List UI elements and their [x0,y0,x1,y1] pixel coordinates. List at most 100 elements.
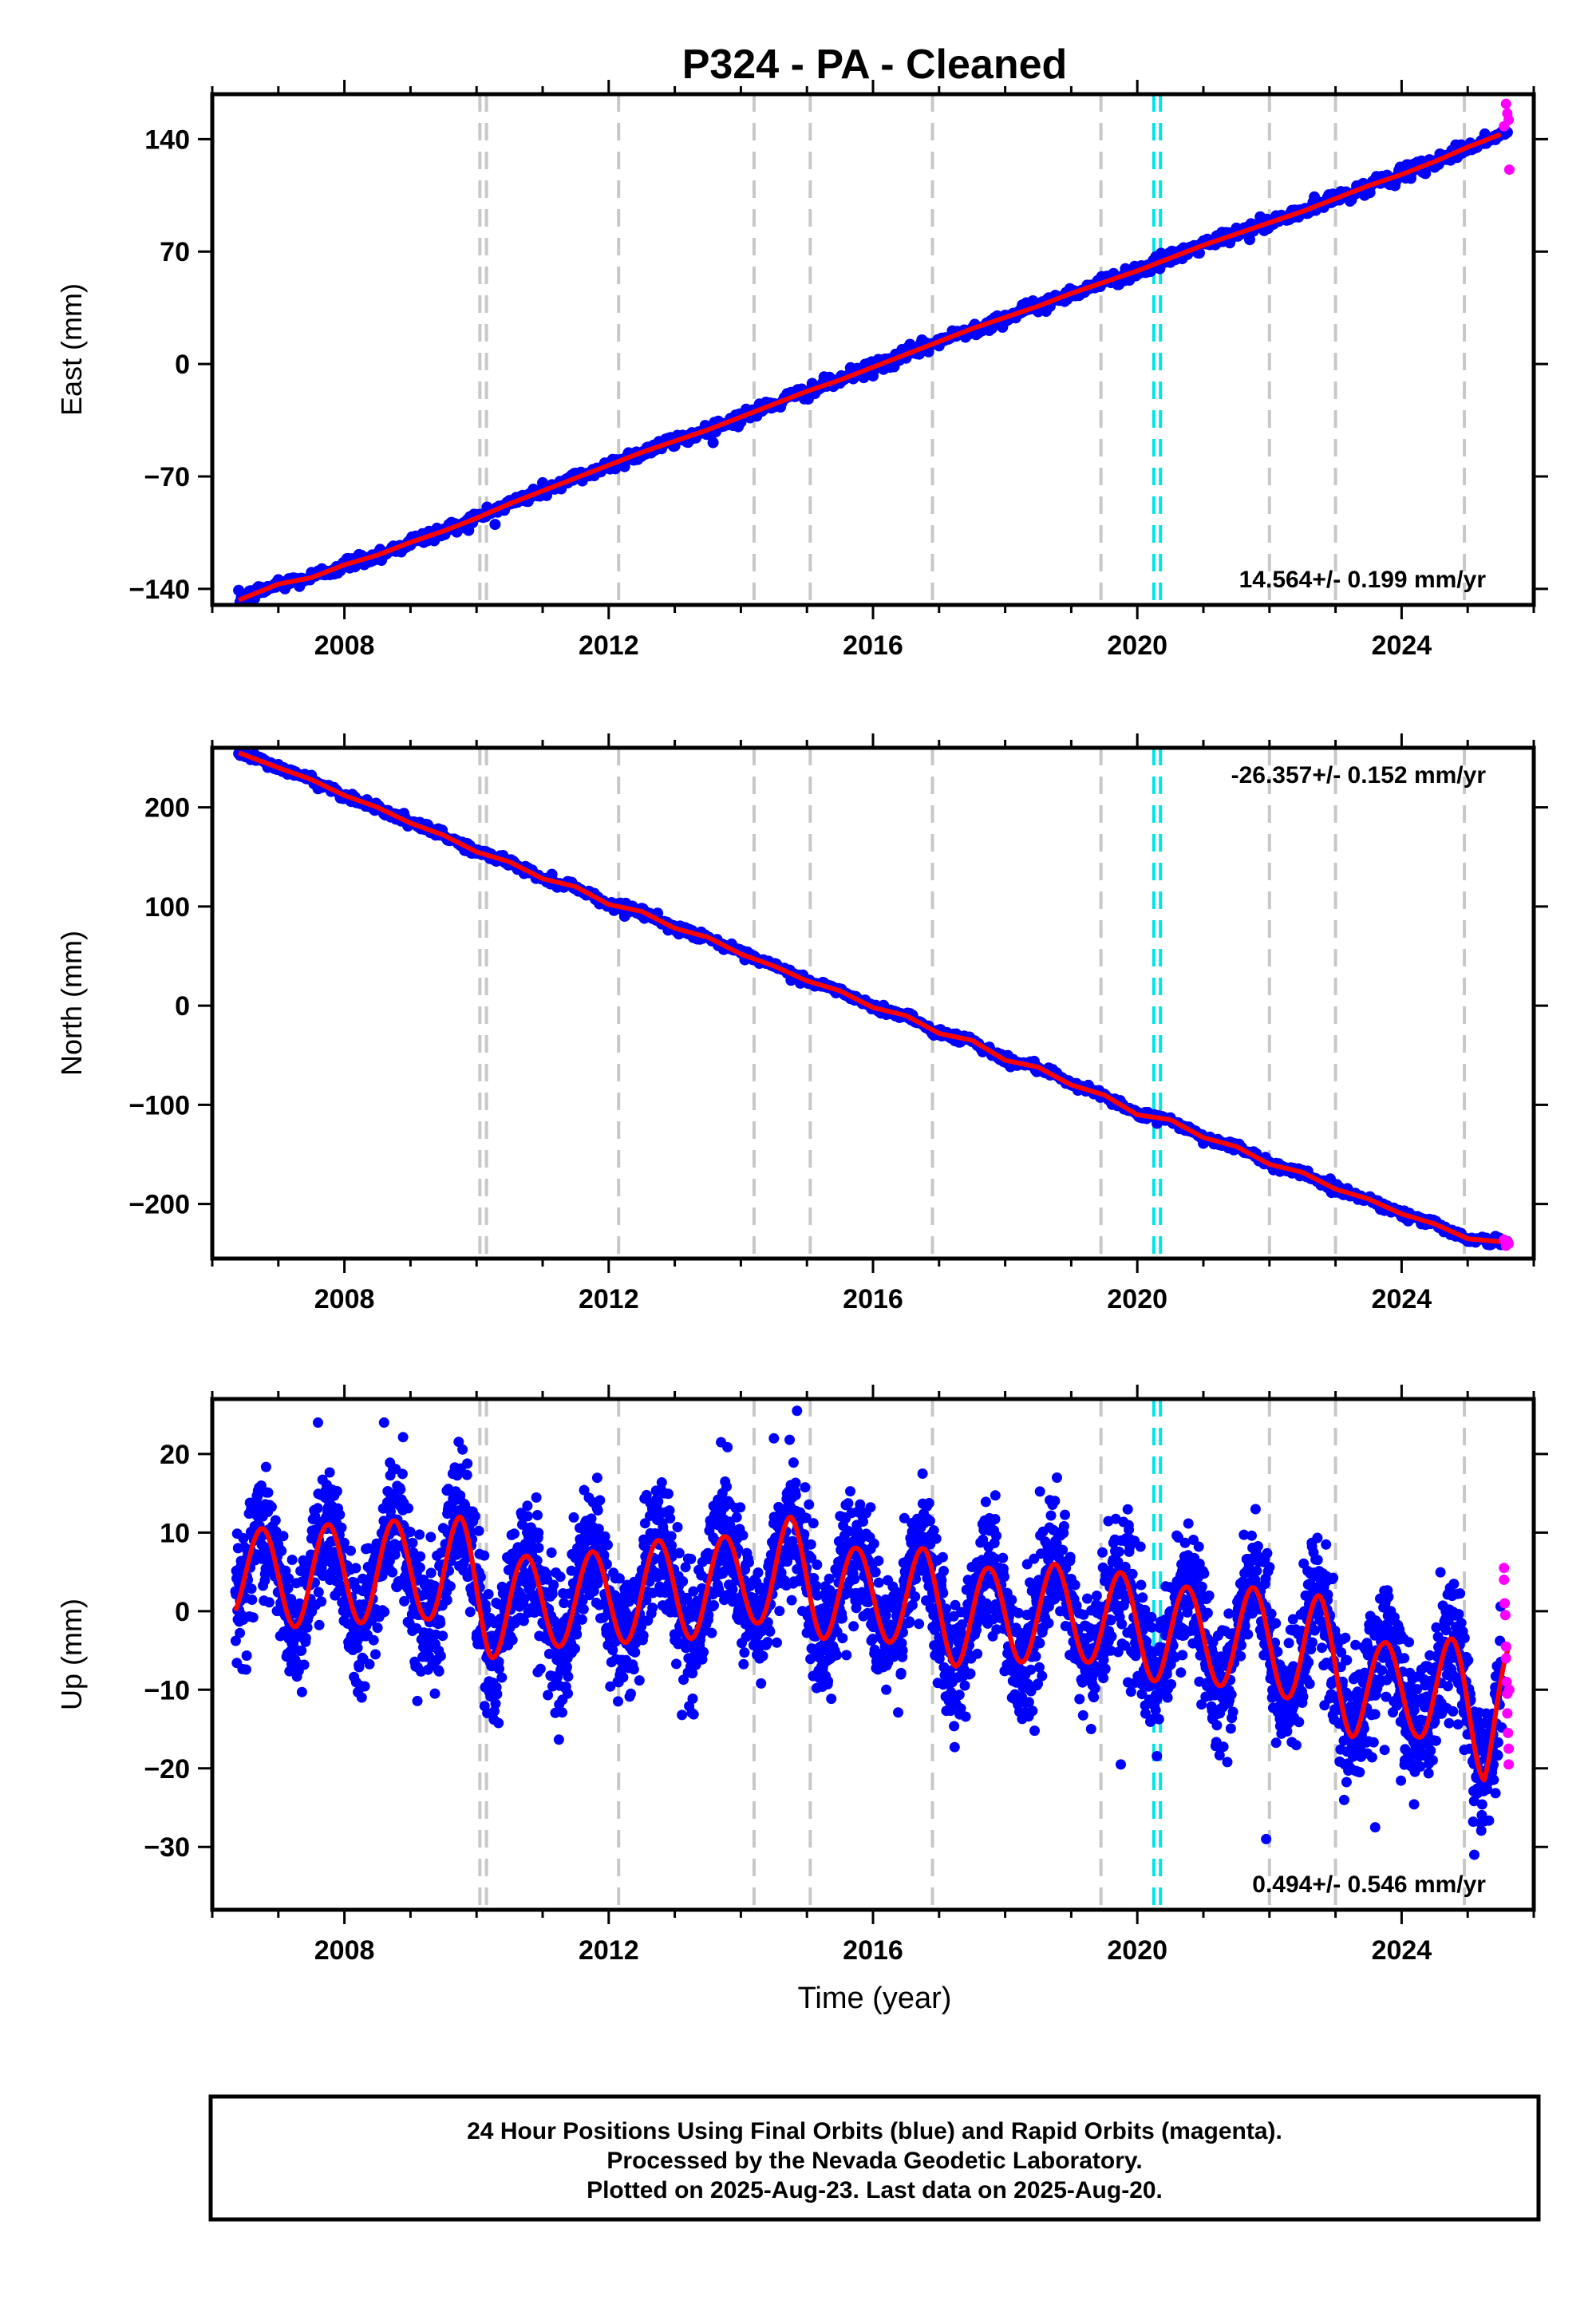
final-point [312,1503,323,1514]
final-point [1043,1618,1054,1629]
final-point [837,1633,848,1644]
final-point [437,1630,448,1642]
final-point [1077,1709,1088,1721]
final-point [364,1658,375,1670]
final-point [553,1734,564,1745]
x-tick-label: 2008 [314,630,375,661]
final-point [1037,1670,1048,1682]
final-point [1027,1705,1038,1717]
final-point [266,1501,277,1512]
y-tick-label: −70 [144,462,190,492]
final-point [282,1583,294,1594]
final-point [455,1490,466,1501]
final-point [1030,1651,1041,1662]
final-point [469,1511,480,1522]
y-tick-label: −140 [128,575,190,605]
final-point [230,1635,241,1646]
final-point [709,1600,719,1611]
final-point [444,1581,456,1592]
final-point [954,1690,965,1701]
final-point [286,1555,298,1565]
final-point [296,1645,307,1656]
final-point [1049,1496,1061,1507]
final-point [735,1502,746,1513]
final-point [533,1528,544,1539]
final-point [917,1468,928,1479]
final-point [435,1650,446,1662]
final-point [823,1676,834,1686]
final-point [576,1614,587,1625]
final-point [737,1530,749,1541]
final-point [489,519,501,531]
final-point [868,1538,879,1549]
final-point [260,1461,271,1472]
final-point [522,1500,533,1512]
final-point [1058,1520,1069,1531]
final-point [462,1458,473,1469]
final-point [543,1690,554,1701]
final-point [965,1668,976,1679]
final-point [757,1650,768,1662]
final-point [923,1498,934,1508]
final-point [346,1545,356,1556]
x-tick-label: 2016 [843,1284,903,1314]
final-point [441,1595,452,1606]
final-point [555,1571,566,1583]
final-point [557,1707,567,1718]
final-point [800,1482,811,1493]
final-point [914,1618,925,1630]
figure-title: P324 - PA - Cleaned [682,41,1068,88]
final-point [672,1522,683,1532]
final-point [399,1595,410,1607]
final-point [843,1498,854,1509]
final-point [1006,1595,1017,1606]
final-point [270,1515,281,1526]
final-point [937,1551,948,1563]
final-point [509,1528,519,1539]
plot-area [233,748,1515,1259]
final-point [678,1576,689,1587]
rate-label: -26.357+/- 0.152 mm/yr [1231,762,1487,788]
final-point [865,1502,876,1513]
final-point [241,1650,252,1661]
final-point [831,1650,842,1661]
final-point [990,1514,1001,1524]
final-point [1088,1692,1100,1703]
final-point [298,1659,310,1670]
final-point [960,1711,971,1722]
model-line [237,132,1502,603]
final-point [727,1584,738,1595]
final-point [522,1511,533,1522]
final-point [1089,1683,1100,1694]
final-point [354,1662,365,1673]
final-point [687,1694,698,1704]
x-tick-label: 2024 [1372,630,1432,661]
final-point [283,1573,294,1584]
final-point [240,1664,251,1675]
final-point [936,1575,947,1586]
final-point [634,1675,645,1686]
final-point [772,1637,782,1648]
y-tick-label: −100 [128,1090,190,1120]
final-point [546,1547,557,1558]
north-panel: 2008 2012 2016 2020 2024−200−1000100200North… [55,733,1548,1314]
final-point [1060,1509,1070,1520]
final-point [493,1717,504,1729]
final-point [563,1671,574,1682]
final-point [372,1622,383,1634]
final-point [1057,1544,1069,1555]
final-point [999,1571,1009,1583]
final-point [656,1477,667,1488]
final-point [263,1487,274,1498]
final-point [938,1566,949,1576]
final-point [336,1522,347,1533]
final-point [972,1648,983,1659]
final-point [666,1531,677,1542]
final-point [368,1634,379,1646]
final-point [707,437,719,449]
final-point [238,1533,249,1543]
final-point [533,1543,544,1553]
final-point [571,1629,583,1640]
final-point [753,1567,764,1578]
final-point [535,1663,546,1674]
